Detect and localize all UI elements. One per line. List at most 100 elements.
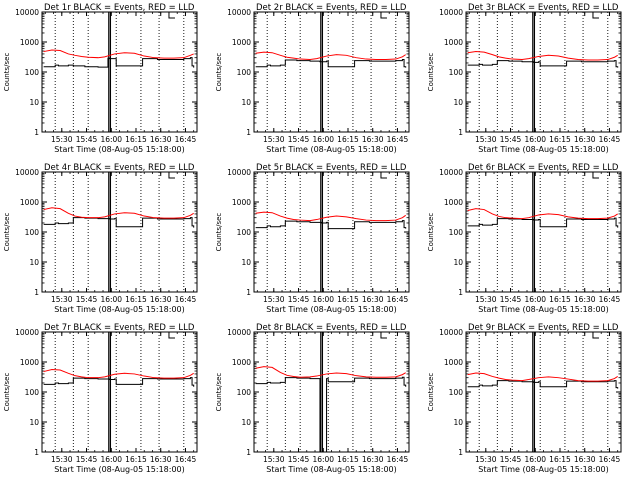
plot-frame: [465, 171, 622, 293]
panel-title: Det 4r BLACK = Events, RED = LLD: [44, 163, 195, 173]
plot-frame: [465, 331, 622, 453]
bracket-mark: [380, 332, 387, 339]
panel-8: Det 8r BLACK = Events, RED = LLD Counts/s…: [215, 323, 410, 474]
y-axis-label: Counts/sec: [3, 213, 11, 252]
y-tick-label: 1000: [444, 358, 463, 367]
panel-9: Det 9r BLACK = Events, RED = LLD Counts/s…: [427, 323, 622, 474]
y-tick-label: 10: [453, 98, 463, 107]
series-events-line: [467, 60, 619, 68]
x-axis-label: Start Time (08-Aug-05 15:18:00): [478, 305, 609, 314]
x-axis-label: Start Time (08-Aug-05 15:18:00): [54, 145, 185, 154]
x-tick-label: 15:30: [263, 295, 285, 304]
x-tick-label: 15:45: [288, 135, 310, 144]
y-axis-label: Counts/sec: [427, 213, 435, 252]
y-tick-label: 10: [29, 418, 39, 427]
y-tick-label: 1: [246, 288, 251, 297]
x-tick-label: 16:45: [387, 455, 409, 464]
x-tick-label: 16:00: [524, 295, 546, 304]
x-tick-label: 16:15: [549, 295, 571, 304]
plot-frame: [253, 331, 410, 453]
y-tick-label: 100: [237, 228, 252, 237]
x-tick-label: 16:30: [362, 135, 384, 144]
series-events-line: [467, 380, 619, 389]
bracket-mark: [592, 172, 599, 179]
series-lld-line: [255, 366, 406, 378]
x-tick-label: 16:45: [175, 295, 197, 304]
y-tick-label: 10: [29, 98, 39, 107]
y-tick-label: 1000: [20, 358, 39, 367]
bracket-mark: [592, 332, 599, 339]
y-tick-label: 1: [458, 448, 463, 457]
plot-frame: [253, 171, 410, 293]
series-lld-line: [255, 211, 406, 222]
y-axis-label: Counts/sec: [3, 373, 11, 412]
y-tick-label: 10000: [439, 328, 463, 337]
y-tick-label: 10000: [227, 328, 251, 337]
y-tick-label: 100: [449, 228, 464, 237]
series-events-line: [43, 57, 195, 68]
x-tick-label: 15:30: [263, 135, 285, 144]
y-tick-label: 100: [25, 68, 40, 77]
x-tick-label: 16:30: [362, 295, 384, 304]
y-tick-label: 10: [453, 418, 463, 427]
x-axis-label: Start Time (08-Aug-05 15:18:00): [54, 305, 185, 314]
bracket-mark: [380, 172, 387, 179]
y-tick-label: 1: [458, 288, 463, 297]
y-axis-label: Counts/sec: [427, 373, 435, 412]
x-axis-label: Start Time (08-Aug-05 15:18:00): [54, 465, 185, 474]
x-tick-label: 16:15: [337, 135, 359, 144]
y-tick-label: 1000: [20, 38, 39, 47]
panel-3: Det 3r BLACK = Events, RED = LLD Counts/s…: [427, 3, 622, 154]
x-tick-label: 16:15: [125, 135, 147, 144]
x-tick-label: 16:00: [100, 455, 122, 464]
panel-title: Det 5r BLACK = Events, RED = LLD: [256, 163, 407, 173]
panel-title: Det 3r BLACK = Events, RED = LLD: [468, 3, 619, 13]
x-tick-label: 16:00: [312, 295, 334, 304]
y-tick-label: 100: [449, 388, 464, 397]
x-tick-label: 16:30: [574, 455, 596, 464]
x-tick-label: 16:00: [524, 455, 546, 464]
x-axis-label: Start Time (08-Aug-05 15:18:00): [266, 465, 397, 474]
x-tick-label: 16:45: [599, 135, 621, 144]
x-tick-label: 15:45: [288, 295, 310, 304]
series-lld-line: [467, 372, 618, 382]
y-tick-label: 10000: [227, 8, 251, 17]
x-tick-label: 16:30: [150, 455, 172, 464]
y-tick-label: 10000: [439, 168, 463, 177]
panel-7: Det 7r BLACK = Events, RED = LLD Counts/s…: [3, 323, 198, 474]
x-axis-label: Start Time (08-Aug-05 15:18:00): [478, 145, 609, 154]
x-axis-label: Start Time (08-Aug-05 15:18:00): [266, 145, 397, 154]
x-tick-label: 15:45: [500, 455, 522, 464]
panel-2: Det 2r BLACK = Events, RED = LLD Counts/s…: [215, 3, 410, 154]
x-tick-label: 16:45: [387, 135, 409, 144]
y-tick-label: 1000: [444, 198, 463, 207]
x-tick-label: 16:30: [574, 135, 596, 144]
panel-title: Det 8r BLACK = Events, RED = LLD: [256, 323, 407, 333]
y-tick-label: 1: [458, 128, 463, 137]
plot-frame: [41, 171, 198, 293]
x-tick-label: 15:30: [51, 455, 73, 464]
x-tick-label: 16:45: [599, 455, 621, 464]
y-tick-label: 1: [246, 448, 251, 457]
series-lld-line: [255, 51, 406, 61]
y-axis-label: Counts/sec: [3, 53, 11, 92]
y-tick-label: 1000: [20, 198, 39, 207]
panel-title: Det 6r BLACK = Events, RED = LLD: [468, 163, 619, 173]
bracket-mark: [168, 172, 175, 179]
y-axis-label: Counts/sec: [427, 53, 435, 92]
y-tick-label: 10000: [15, 328, 39, 337]
panel-title: Det 1r BLACK = Events, RED = LLD: [44, 3, 195, 13]
series-lld-line: [43, 369, 194, 379]
series-lld-line: [43, 49, 194, 59]
x-tick-label: 16:00: [312, 455, 334, 464]
panel-5: Det 5r BLACK = Events, RED = LLD Counts/s…: [215, 163, 410, 314]
y-tick-label: 1000: [444, 38, 463, 47]
plot-frame: [253, 11, 410, 133]
panel-title: Det 2r BLACK = Events, RED = LLD: [256, 3, 407, 13]
x-axis-label: Start Time (08-Aug-05 15:18:00): [478, 465, 609, 474]
plot-frame: [41, 331, 198, 453]
y-tick-label: 100: [449, 68, 464, 77]
x-tick-label: 15:45: [76, 455, 98, 464]
x-tick-label: 15:45: [288, 455, 310, 464]
series-events-line: [467, 217, 619, 228]
